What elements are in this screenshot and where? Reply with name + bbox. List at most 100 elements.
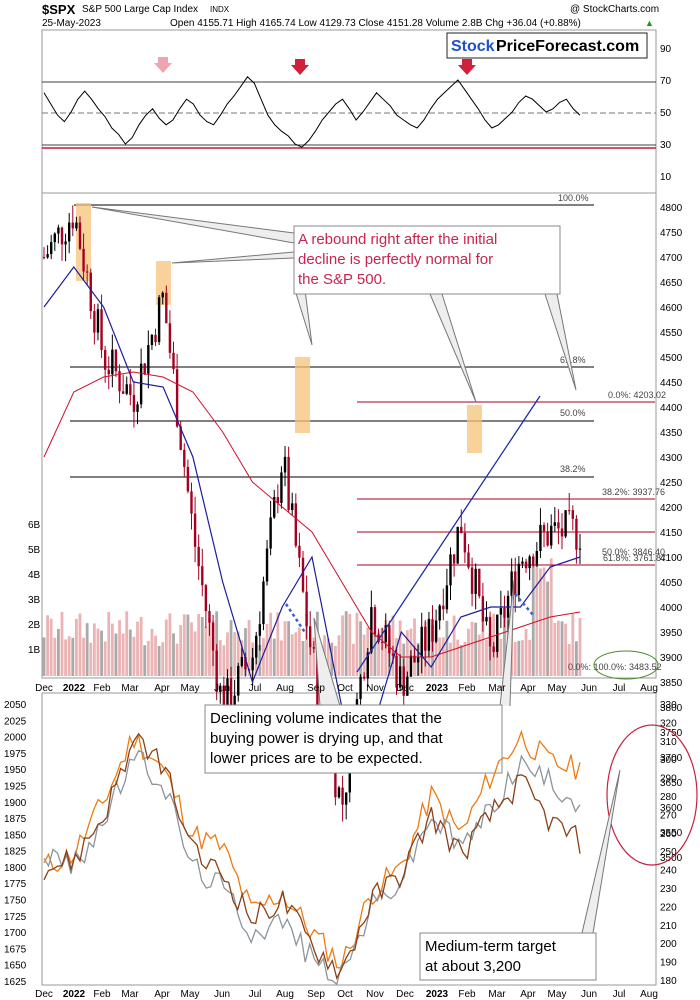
price-candle-body xyxy=(557,522,560,529)
volume-bar xyxy=(46,615,49,676)
price-candle-body xyxy=(60,227,64,245)
right-tick-label: 300 xyxy=(660,755,677,766)
price-candle-body xyxy=(190,491,193,514)
volume-bar xyxy=(553,622,557,676)
volume-bar xyxy=(434,630,438,676)
x-axis-label: Jun xyxy=(214,989,230,1000)
target-callout-box xyxy=(419,932,597,981)
volume-bar xyxy=(528,639,532,676)
volume-bar xyxy=(100,630,103,676)
price-candle-body xyxy=(402,666,405,696)
volume-bar xyxy=(575,641,578,676)
price-candle-body xyxy=(427,619,431,651)
volume-callout-line-3: lower prices are to be expected. xyxy=(210,750,423,767)
price-candle-body xyxy=(398,666,402,688)
left-tick-label: 1675 xyxy=(4,944,27,955)
volume-bar xyxy=(157,645,161,676)
volume-bar xyxy=(103,641,107,676)
volume-bar xyxy=(64,639,67,676)
x-axis-label: Dec xyxy=(35,683,53,694)
volume-bar xyxy=(143,645,147,676)
price-candle-body xyxy=(344,792,348,805)
x-axis-label: Mar xyxy=(488,989,506,1000)
volume-tick-label: 4B xyxy=(28,570,41,581)
target-callout-line-2: at about 3,200 xyxy=(425,958,521,975)
price-candle-body xyxy=(568,510,571,512)
volume-bar xyxy=(333,645,337,676)
volume-bar xyxy=(308,642,312,676)
price-candle-body xyxy=(168,323,172,353)
volume-bar xyxy=(53,637,57,676)
price-candle-body xyxy=(492,646,495,652)
ohlc-readout: Open 4155.71 High 4165.74 Low 4129.73 Cl… xyxy=(170,18,581,29)
volume-bar xyxy=(438,637,442,676)
volume-bar xyxy=(262,637,265,676)
volume-bar xyxy=(42,637,46,676)
price-candle-body xyxy=(442,605,445,610)
x-axis-label: Jul xyxy=(249,683,262,694)
volume-bar xyxy=(539,568,542,676)
price-candle-body xyxy=(111,349,114,375)
volume-bar xyxy=(280,640,283,676)
volume-bar xyxy=(463,641,467,676)
target-callout-line-1: Medium-term target xyxy=(425,938,557,955)
price-candle-body xyxy=(269,517,272,549)
volume-bar xyxy=(114,633,118,676)
callout-line-1: A rebound right after the initial xyxy=(298,231,497,248)
x-axis-label: Jun xyxy=(581,989,597,1000)
price-candle-body xyxy=(485,616,488,622)
price-candle-body xyxy=(121,391,125,394)
price-candle-body xyxy=(175,369,179,427)
x-axis-label: Mar xyxy=(121,989,139,1000)
volume-bar xyxy=(542,567,546,676)
volume-bar xyxy=(449,642,452,676)
volume-bar xyxy=(571,613,575,676)
left-tick-label: 1725 xyxy=(4,912,27,923)
price-candle-body xyxy=(215,650,218,692)
price-candle-body xyxy=(470,567,474,594)
price-tick-label: 3650 xyxy=(660,778,683,789)
left-tick-label: 1925 xyxy=(4,781,27,792)
price-candle-body xyxy=(276,497,280,503)
fib2-label-382: 38.2%: 3937.76 xyxy=(602,487,665,497)
price-candle-body xyxy=(114,349,118,372)
price-candle-body xyxy=(564,510,567,537)
price-candle-body xyxy=(517,563,521,596)
chart-date: 25-May-2023 xyxy=(42,18,101,29)
volume-bar xyxy=(441,637,445,676)
volume-bar xyxy=(78,613,82,676)
volume-bar xyxy=(172,633,175,676)
price-candle-body xyxy=(395,655,398,688)
volume-bar xyxy=(290,634,294,676)
index-name: S&P 500 Large Cap Index xyxy=(82,4,198,15)
x-axis-label: Apr xyxy=(154,989,170,1000)
price-candle-body xyxy=(165,292,168,324)
price-candle-body xyxy=(49,242,53,255)
price-candle-body xyxy=(201,566,204,586)
price-candle-body xyxy=(283,456,287,473)
volume-bar xyxy=(294,632,298,676)
left-tick-label: 1975 xyxy=(4,749,27,760)
volume-callout-line-1: Declining volume indicates that the xyxy=(210,710,442,727)
watermark-stock: Stock xyxy=(451,38,495,55)
price-candle-body xyxy=(463,533,467,553)
callout-box xyxy=(293,225,561,295)
x-axis-label: 2022 xyxy=(63,989,86,1000)
volume-bar xyxy=(107,612,111,676)
fib-label-50: 50.0% xyxy=(560,408,586,418)
volume-bar xyxy=(546,581,550,676)
volume-decline-line xyxy=(514,593,535,617)
volume-bar xyxy=(301,641,305,676)
price-candle-body xyxy=(64,241,67,245)
price-candle-body xyxy=(539,524,542,551)
price-candle-body xyxy=(143,363,146,374)
price-candle-body xyxy=(373,607,377,635)
volume-tick-label: 5B xyxy=(28,545,41,556)
volume-bar xyxy=(517,640,521,676)
target-range-ellipse xyxy=(606,724,698,866)
fib-label-382: 38.2% xyxy=(560,464,586,474)
left-tick-label: 1775 xyxy=(4,879,27,890)
volume-bar xyxy=(467,628,470,676)
volume-bar xyxy=(71,637,75,676)
volume-bar xyxy=(513,641,517,676)
